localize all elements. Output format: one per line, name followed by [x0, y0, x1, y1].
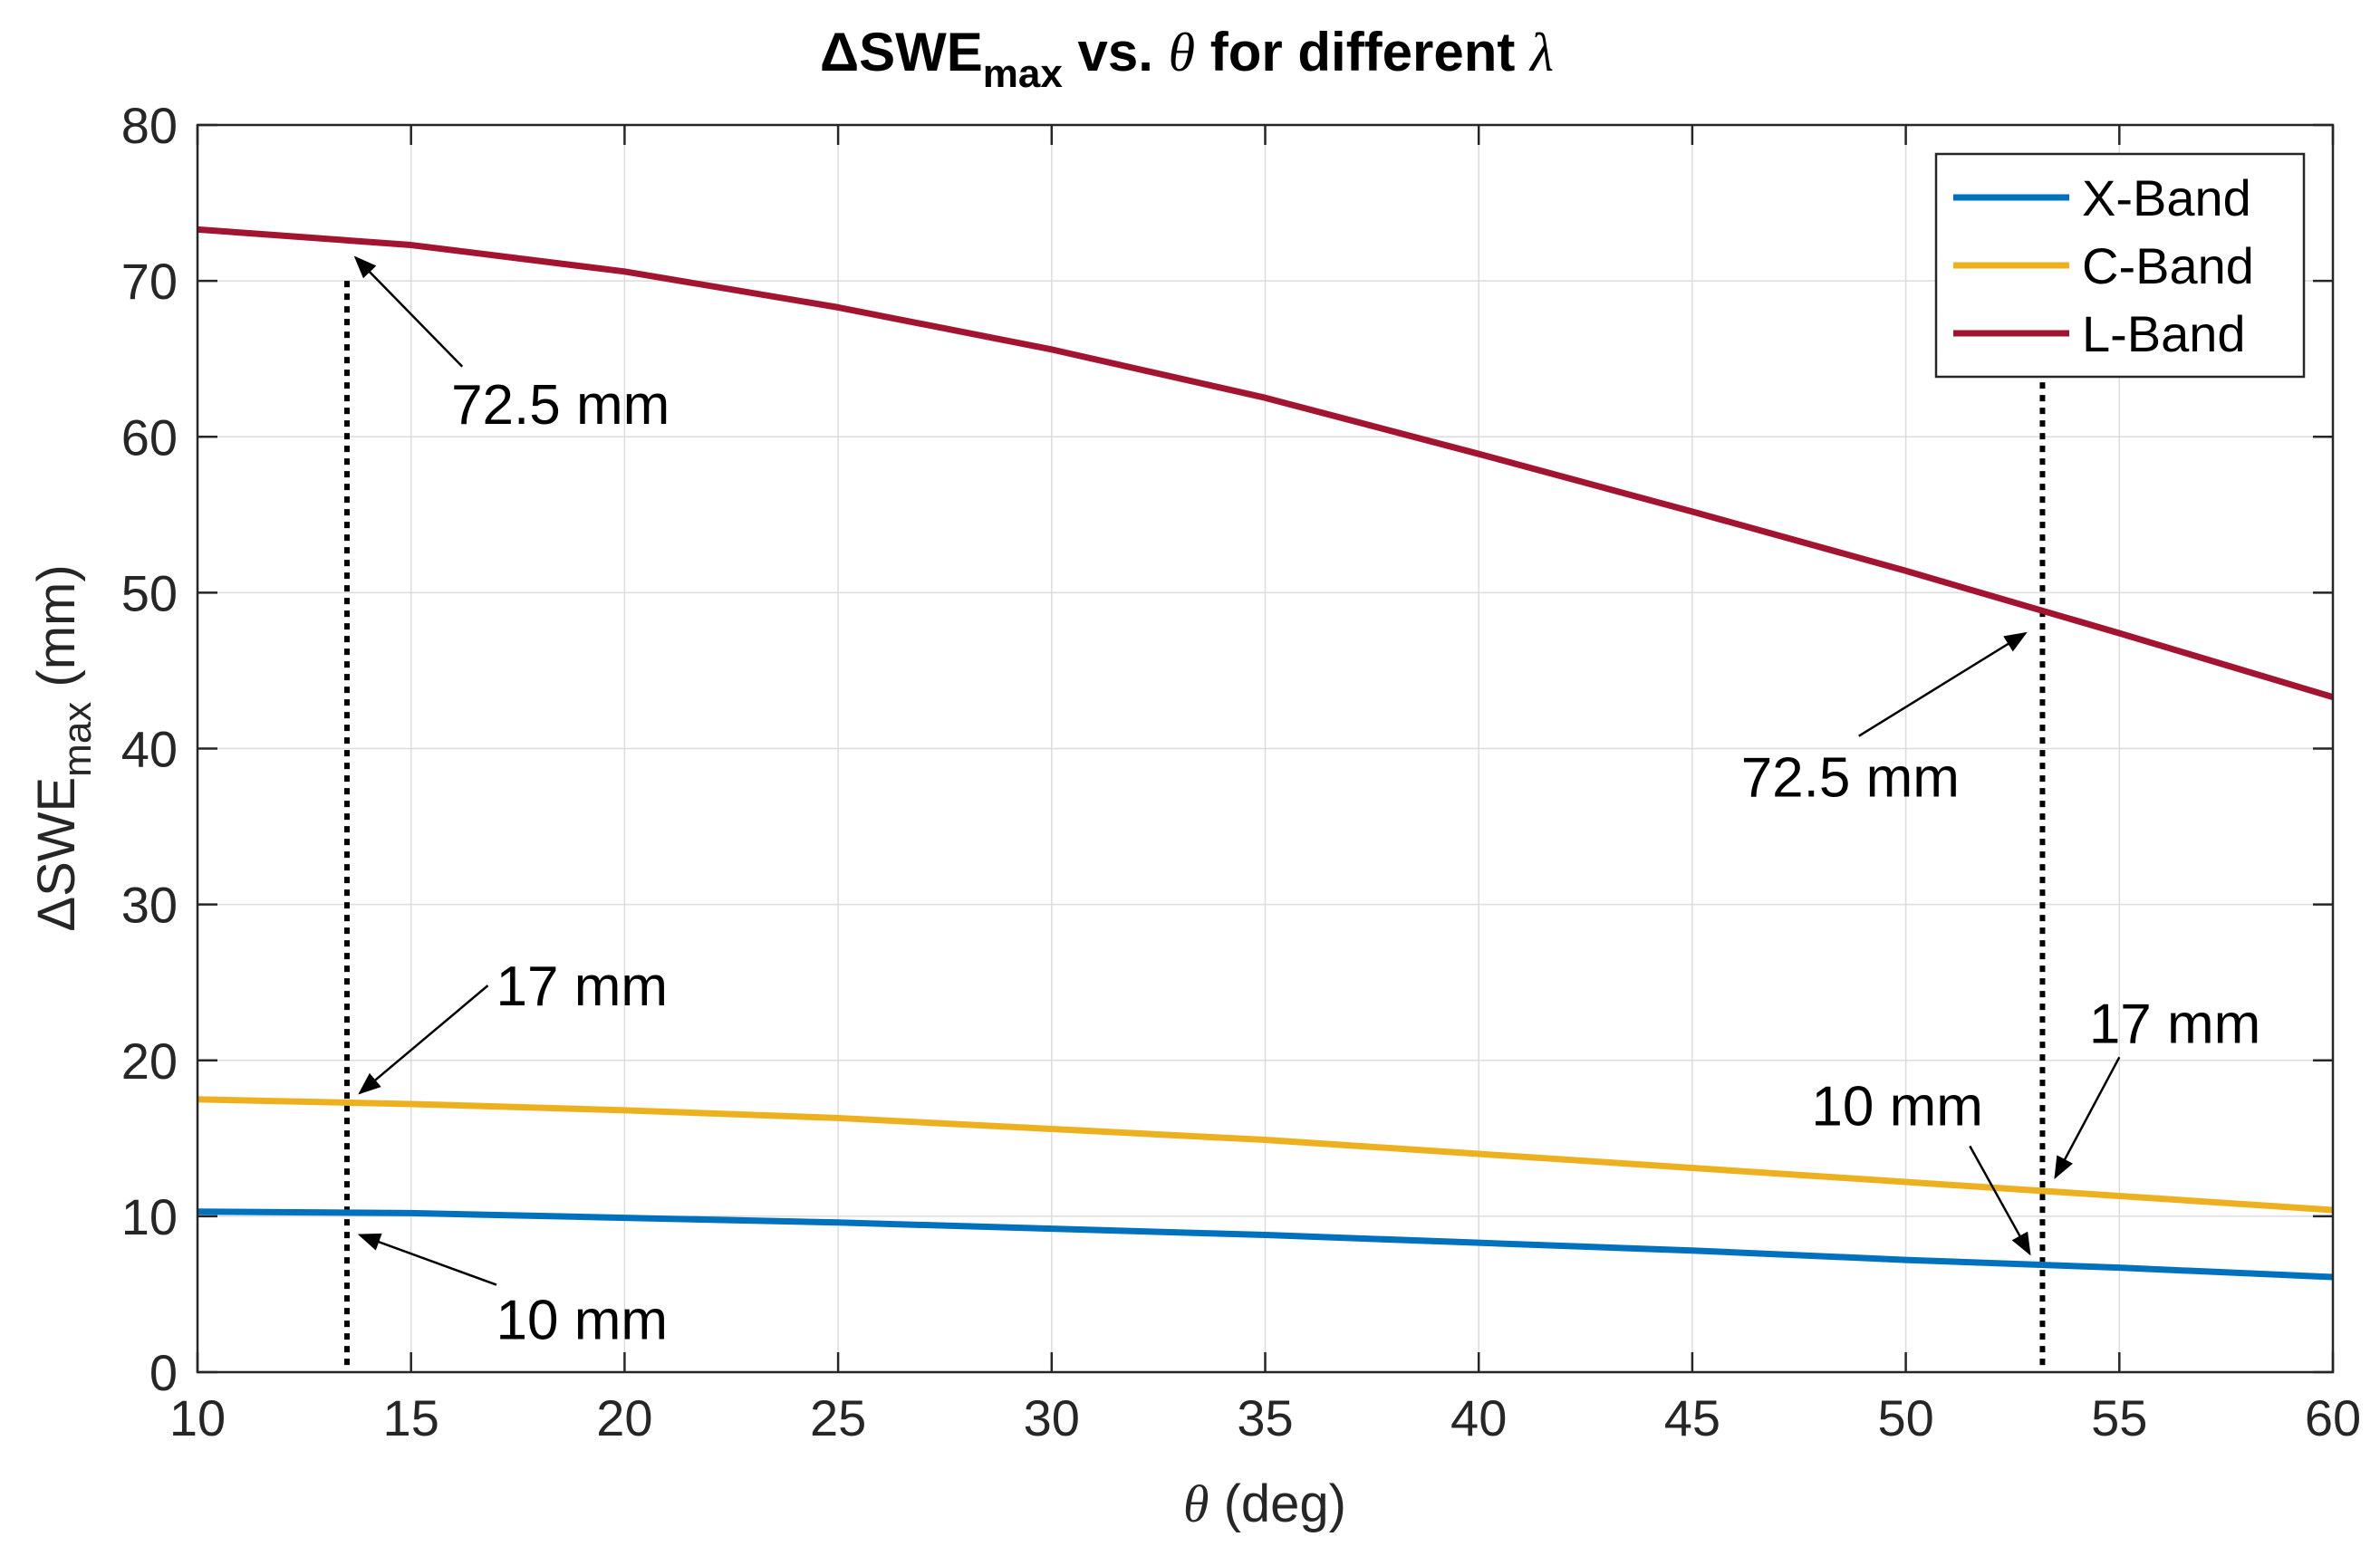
x-tick-label: 50 [1877, 1389, 1933, 1446]
marker-lines [343, 281, 2046, 1370]
annotation-label: 72.5 mm [1741, 746, 1960, 809]
annotation-arrow [1969, 1145, 2031, 1256]
annotation-arrow [1858, 631, 2028, 737]
annotation-arrow [357, 1233, 497, 1286]
x-tick-label: 25 [810, 1389, 866, 1446]
x-tick-label: 60 [2305, 1389, 2361, 1446]
y-axis-title: ΔSWEmax (mm) [27, 564, 100, 931]
series-line-x-band [198, 1208, 2333, 1281]
y-tick-label: 40 [121, 721, 178, 778]
annotation-arrow [353, 255, 464, 368]
annotation-label: 17 mm [2089, 993, 2260, 1055]
y-tick-label: 60 [121, 408, 178, 466]
y-tick-label: 30 [121, 877, 178, 934]
x-axis-title: θ (deg) [1183, 1474, 1346, 1533]
x-tick-label: 45 [1664, 1389, 1720, 1446]
x-tick-label: 20 [596, 1389, 652, 1446]
legend-label-c-band: C-Band [2082, 237, 2254, 294]
x-tick-label: 35 [1237, 1389, 1293, 1446]
y-tick-label: 80 [121, 97, 178, 154]
annotations: 72.5 mm 17 mm 10 mm 72.5 mm 17 mm 10 mm [353, 255, 2260, 1351]
y-tick-label: 20 [121, 1033, 178, 1090]
y-tick-label: 10 [121, 1188, 178, 1245]
y-tick-label: 50 [121, 564, 178, 621]
y-tick-label: 70 [121, 253, 178, 310]
legend-label-l-band: L-Band [2082, 305, 2246, 362]
series-line-c-band [198, 1096, 2333, 1214]
x-tick-label: 15 [383, 1389, 439, 1446]
annotation-arrow [358, 985, 489, 1095]
x-tick-label: 30 [1024, 1389, 1080, 1446]
annotation-arrow [2054, 1056, 2121, 1180]
annotation-label: 10 mm [1811, 1076, 1982, 1138]
legend: X-Band C-Band L-Band [1934, 152, 2306, 379]
x-tick-label: 10 [169, 1389, 226, 1446]
series-lines [198, 226, 2333, 1281]
y-tick-label: 0 [149, 1344, 178, 1401]
annotation-label: 10 mm [496, 1289, 668, 1351]
x-tick-label: 55 [2091, 1389, 2147, 1446]
series-line-l-band [198, 226, 2333, 701]
chart-title: ΔSWEmax vs. θ for different λ [820, 22, 1554, 96]
legend-label-x-band: X-Band [2082, 169, 2251, 226]
annotation-label: 72.5 mm [451, 374, 670, 437]
annotation-label: 17 mm [496, 956, 668, 1018]
x-tick-label: 40 [1450, 1389, 1507, 1446]
